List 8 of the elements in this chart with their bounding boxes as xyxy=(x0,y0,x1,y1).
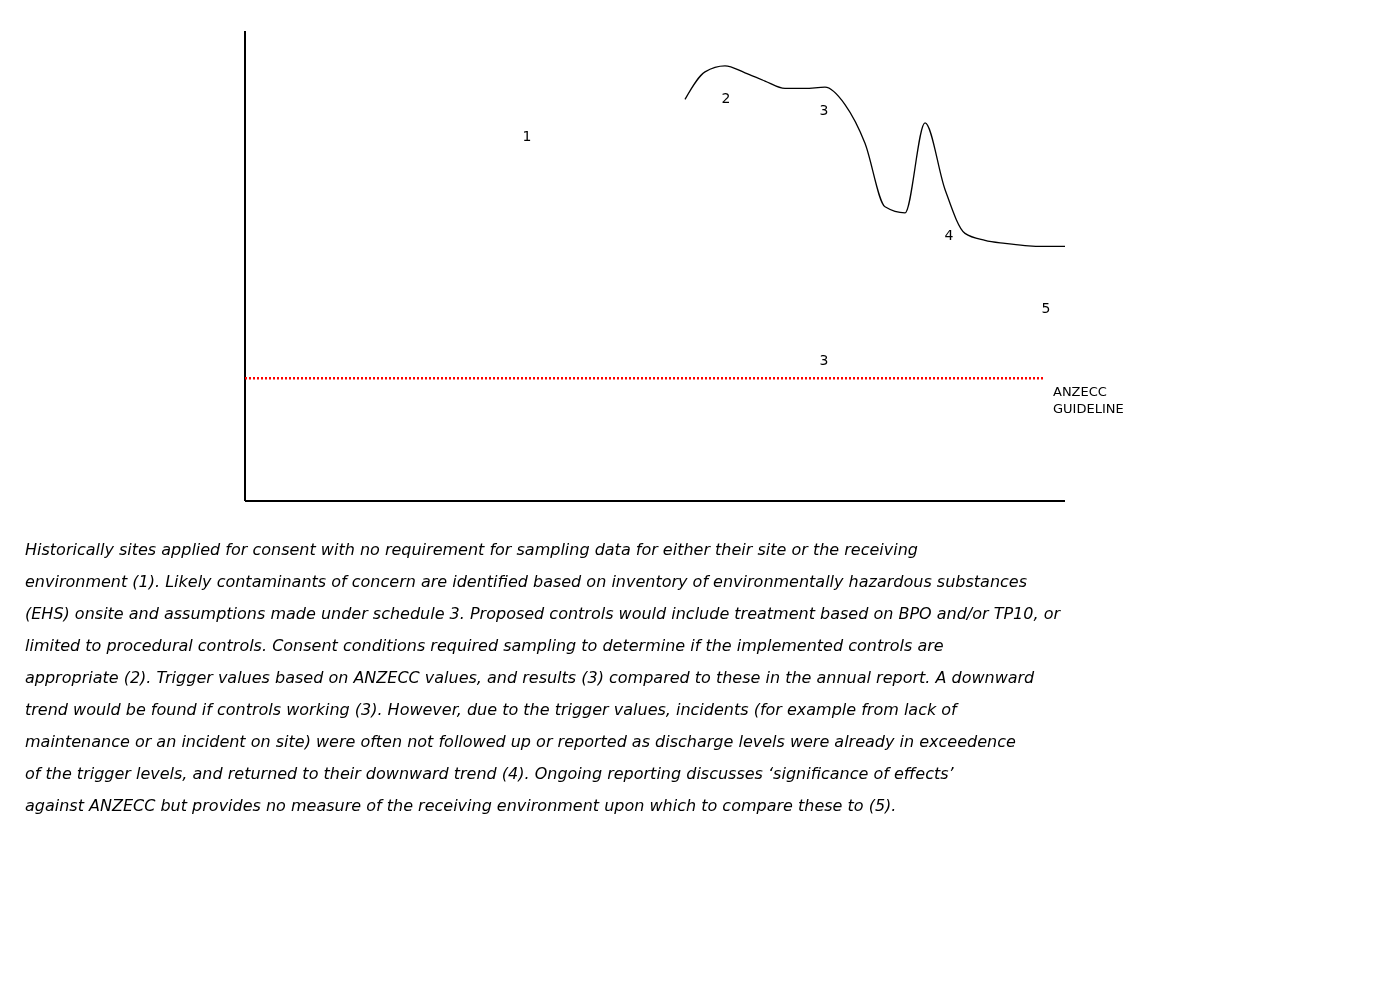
annotation: 3 xyxy=(819,351,829,368)
text: Historically sites applied for consent with no requirement for sampling data for either their site or the receiving environment (1). Likely contaminants of concern are identified based on inventory of environmentally hazardous substances (EHS) onsite and assumptions made under schedule 3. Proposed controls would include treatment based on BPO and/or TP10, or limited to procedural controls. Consent conditions required sampling to determine if the implemented controls are appropriate (2). Trigger values based on ANZECC values, and results (3) compared to these in the annual report. A downward trend would be found if controls working (3). However, due to the trigger values, incidents (for example from lack of maintenance or an incident on site) were often not followed up or reported as discharge levels were already in exceedence of the trigger levels, and returned to their downward trend (4). Ongoing reporting discusses ‘significance of effects’ against ANZECC but provides no measure of the receiving environment upon which to compare these to (5). xyxy=(25,540,1061,815)
annotation: 1 xyxy=(522,128,532,145)
ref-line-label: ANZECC GUIDELINE xyxy=(1053,384,1124,417)
annotation: 4 xyxy=(944,227,954,244)
annotation: 2 xyxy=(721,90,731,107)
annotation: 5 xyxy=(1041,300,1051,317)
annotation: 3 xyxy=(819,101,829,118)
